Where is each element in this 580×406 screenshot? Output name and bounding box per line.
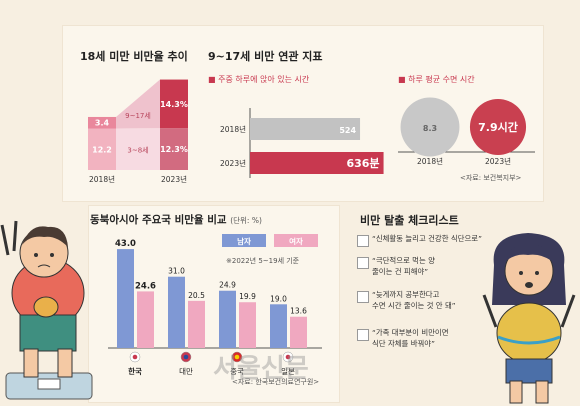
checkbox-icon: [357, 291, 369, 303]
flag-icon-mark: [132, 354, 138, 360]
asia-x-tick: 중국: [230, 367, 244, 376]
trend-bar-1-1: [160, 79, 188, 129]
asia-x-tick: 한국: [128, 366, 142, 376]
sitting-chart: 2018년 524 2023년 636분: [220, 108, 384, 178]
asia-value-label: 31.0: [168, 267, 185, 276]
asia-bar-1-0: [168, 276, 185, 348]
legend-swatch-1: [274, 234, 318, 247]
flag-icon-mark: [183, 354, 189, 360]
trend-series-label: 9~17세: [125, 111, 151, 120]
trend-series-label: 3~8세: [127, 145, 148, 154]
sleep-circle-0: [400, 97, 460, 157]
sleep-circle-1: [469, 98, 527, 156]
sit-value-label: 636분: [346, 157, 379, 170]
asia-note: ※2022년 5~19세 기준: [226, 257, 300, 265]
asia-bar-3-1: [290, 316, 307, 348]
trend-value-label: 3.4: [95, 119, 110, 128]
checklist-item-text: 수면 시간 줄이는 것 안 돼”: [372, 301, 456, 310]
trend-chart-title: 18세 미만 비만율 추이: [80, 50, 188, 63]
checklist-item-text: “가족 대부분이 비만이면: [372, 328, 449, 337]
asia-bar-1-1: [188, 300, 205, 348]
checklist-item-text: “늦게까지 공부한다고: [372, 290, 440, 299]
sit-bar-1: [250, 152, 384, 174]
asia-value-label: 19.9: [239, 292, 256, 301]
trend-bar-0-1: [88, 116, 116, 129]
trend-bar-1-0: [160, 128, 188, 170]
legend-label: 여자: [289, 236, 303, 246]
asia-value-label: 24.6: [135, 281, 156, 291]
trend-x-tick: 2018년: [89, 174, 115, 184]
sleep-value-label: 7.9시간: [478, 120, 518, 134]
asia-bar-0-1: [137, 291, 154, 348]
checklist-item-text: 줄이는 건 피해야”: [372, 267, 429, 276]
checklist-item-text: 식단 자체를 바꿔야”: [372, 339, 435, 348]
watermark: 서울신문: [213, 354, 309, 384]
trend-chart: 12.2 3.4 2018년 12.3% 14.3% 2023년 3~8세 9~17세: [88, 79, 188, 184]
source-mohw: <자료: 보건복지부>: [460, 174, 522, 182]
sit-y-tick: 2023년: [220, 158, 246, 168]
asia-chart: 남자 여자 43.0 24.6 한국 31.0 20.5 대만 24.919.9 중국 19.013…: [108, 234, 322, 376]
asia-bar-0-0: [117, 249, 134, 348]
asia-value-label: 43.0: [115, 239, 136, 249]
trend-value-label: 12.2: [92, 145, 112, 154]
asia-bar-2-0: [219, 290, 236, 348]
sleep-x-tick: 2018년: [417, 156, 443, 166]
trend-x-tick: 2023년: [161, 174, 187, 184]
sit-y-tick: 2018년: [220, 124, 246, 134]
legend-label: 남자: [237, 236, 251, 246]
indicators-title: 9~17세 비만 연관 지표: [208, 50, 323, 63]
boy-on-scale-illustration: [0, 220, 93, 400]
asia-bar-2-1: [239, 302, 256, 348]
legend-swatch-0: [222, 234, 266, 247]
asia-chart-title: 동북아시아 주요국 비만율 비교 (단위: %): [90, 214, 262, 226]
sleep-chart: 8.3 2018년 7.9시간 2023년: [398, 97, 535, 166]
asia-value-label: 19.0: [270, 294, 287, 303]
trend-value-label: 14.3%: [160, 100, 188, 109]
checkbox-icon: [357, 329, 369, 341]
trend-band-upper: [116, 79, 160, 129]
asia-value-label: 24.9: [219, 281, 236, 290]
asia-x-tick: 대만: [179, 367, 193, 376]
source-neca: <자료: 한국보건의료연구원>: [232, 378, 320, 386]
checklist-item-text: “신체활동 늘리고 건강한 식단으로”: [372, 234, 482, 243]
sitting-subtitle: ■ 주중 하루에 앉아 있는 시간: [208, 75, 310, 84]
asia-value-label: 20.5: [188, 291, 205, 300]
sleep-value-label: 8.3: [423, 124, 437, 133]
trend-band-lower: [116, 128, 160, 170]
asia-bar-3-0: [270, 304, 287, 348]
sit-value-label: 524: [339, 126, 356, 135]
checkbox-icon: [357, 257, 369, 269]
flag-icon-mark: [234, 354, 240, 360]
girl-illustration: [482, 233, 576, 404]
checkbox-icon: [357, 235, 369, 247]
checklist-title: 비만 탈출 체크리스트: [360, 214, 459, 227]
asia-value-label: 13.6: [290, 307, 307, 316]
sit-bar-0: [250, 118, 361, 140]
trend-value-label: 12.3%: [160, 145, 188, 154]
trend-bar-0-0: [88, 128, 116, 170]
sleep-subtitle: ■ 하루 평균 수면 시간: [398, 75, 475, 84]
flag-icon-mark: [285, 354, 291, 360]
sleep-x-tick: 2023년: [485, 156, 511, 166]
asia-x-tick: 일본: [281, 367, 295, 376]
checklist-item-text: “극단적으로 먹는 양: [372, 256, 435, 265]
